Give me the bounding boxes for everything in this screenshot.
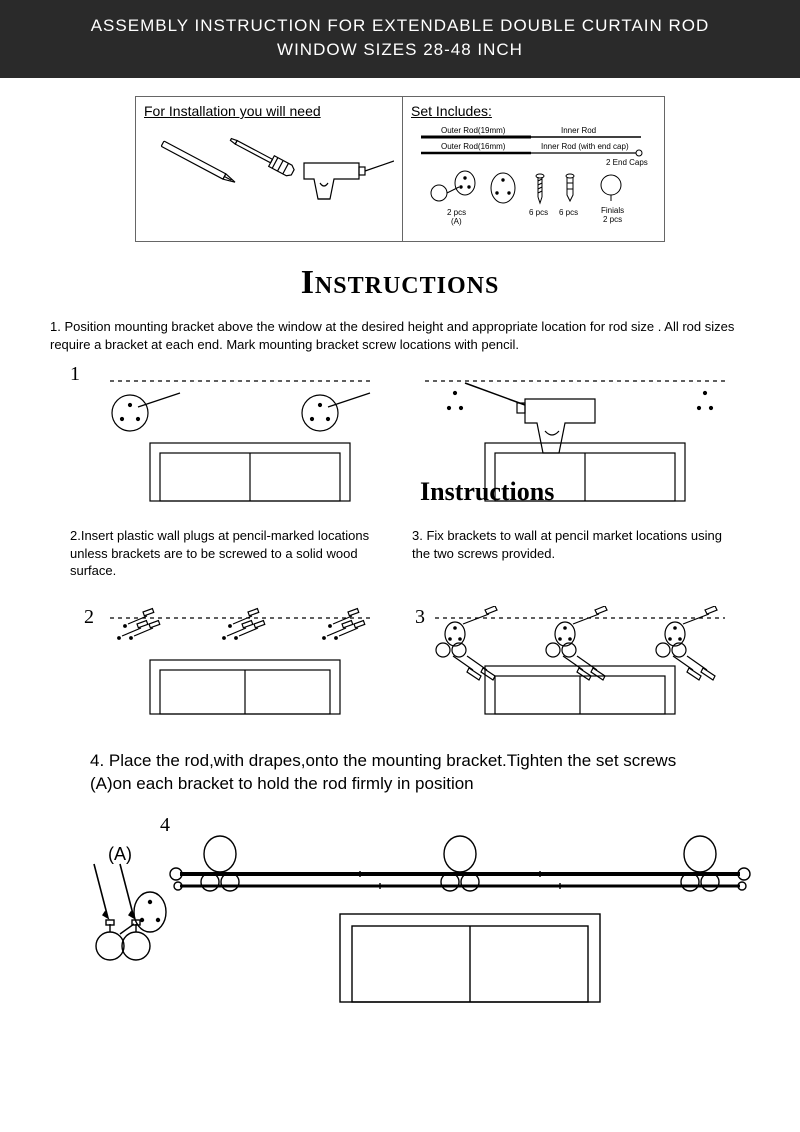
set-title: Set Includes: [411,103,661,119]
tools-illustration [144,123,394,233]
header-line-2: WINDOW SIZES 28-48 INCH [20,40,780,60]
tools-panel: For Installation you will need [136,97,402,241]
step-2-3-text-row: 2.Insert plastic wall plugs at pencil-ma… [0,527,800,580]
label-inner-cap: Inner Rod (with end cap) [541,142,629,151]
step-4-text: 4. Place the rod,with drapes,onto the mo… [0,750,800,796]
tools-title: For Installation you will need [144,103,394,119]
figure-row-1: 1 [0,363,800,503]
label-outer16: Outer Rod(16mm) [441,142,506,151]
step-2-text: 2.Insert plastic wall plugs at pencil-ma… [70,527,388,580]
header-line-1: ASSEMBLY INSTRUCTION FOR EXTENDABLE DOUB… [20,16,780,36]
figure-4-number: 4 [160,814,170,837]
label-inner: Inner Rod [561,126,596,135]
label-a-callout: (A) [108,844,132,865]
label-plug-qty: 6 pcs [559,208,578,217]
figure-1-left: 1 [70,363,385,503]
header-bar: ASSEMBLY INSTRUCTION FOR EXTENDABLE DOUB… [0,0,800,78]
step-1-text: 1. Position mounting bracket above the w… [0,318,800,353]
step-3-text: 3. Fix brackets to wall at pencil market… [412,527,730,580]
parts-illustration: Outer Rod(19mm) Inner Rod Outer Rod(16mm… [411,123,661,233]
figure-row-2-3: 2 [0,606,800,716]
figure-4: 4 (A) [0,814,800,1004]
label-bracket-a: (A) [451,217,462,226]
label-bracket-qty: 2 pcs [447,208,466,217]
info-panels: For Installation you will need [135,96,665,242]
parts-svg: Outer Rod(19mm) Inner Rod Outer Rod(16mm… [411,123,661,233]
figure-1-right [415,363,730,503]
label-finials-qty: 2 pcs [603,215,622,224]
label-outer19: Outer Rod(19mm) [441,126,506,135]
figure-2: 2 [70,606,385,716]
figure-4-svg [40,814,760,1004]
figure-3: 3 [415,606,730,716]
set-panel: Set Includes: Outer Rod(19mm) Inner Rod … [402,97,669,241]
label-endcaps: 2 End Caps [606,158,648,167]
instructions-heading: Instructions [0,264,800,302]
tools-svg [144,123,394,233]
label-finials: Finials [601,206,624,215]
label-screw-qty: 6 pcs [529,208,548,217]
